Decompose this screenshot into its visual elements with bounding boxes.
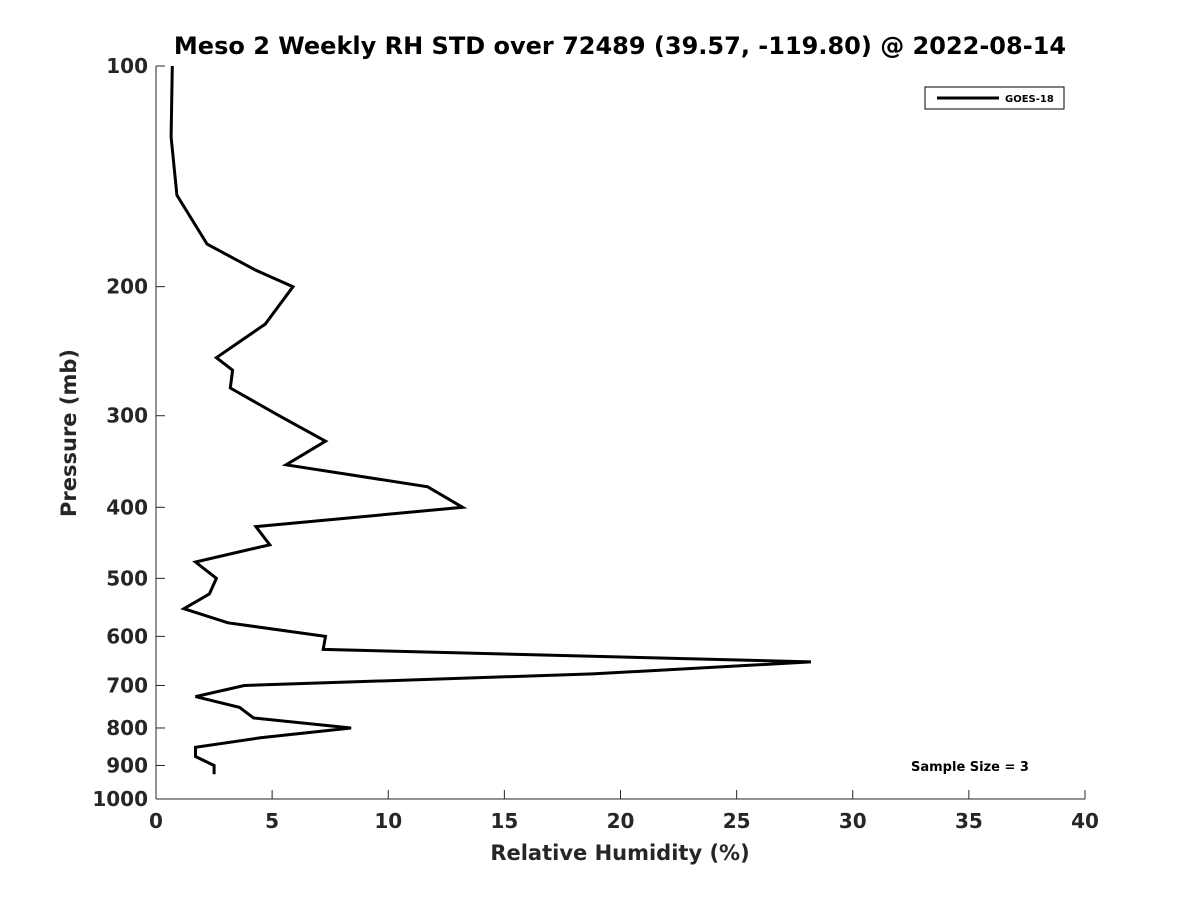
y-tick-label: 100 xyxy=(106,54,148,78)
y-tick-label: 200 xyxy=(106,275,148,299)
x-tick-label: 25 xyxy=(723,809,751,833)
y-tick-label: 600 xyxy=(106,624,148,648)
x-tick-label: 30 xyxy=(839,809,867,833)
x-axis-label: Relative Humidity (%) xyxy=(490,841,749,865)
y-tick-label: 500 xyxy=(106,566,148,590)
y-axis-label: Pressure (mb) xyxy=(57,349,81,517)
y-tick-label: 400 xyxy=(106,495,148,519)
x-tick-label: 35 xyxy=(955,809,983,833)
sample-size-annotation: Sample Size = 3 xyxy=(911,760,1029,775)
x-tick-label: 20 xyxy=(607,809,635,833)
x-axis-ticks: 0 5 10 15 20 25 30 35 40 xyxy=(149,790,1099,833)
y-tick-label: 300 xyxy=(106,404,148,428)
y-tick-label: 700 xyxy=(106,673,148,697)
x-tick-label: 15 xyxy=(490,809,518,833)
x-tick-label: 0 xyxy=(149,809,163,833)
y-axis-ticks: 100 200 300 400 500 600 700 800 900 1000 xyxy=(92,54,165,811)
y-tick-label: 800 xyxy=(106,716,148,740)
legend: GOES-18 xyxy=(924,86,1065,110)
x-tick-label: 10 xyxy=(374,809,402,833)
legend-label-goes-18: GOES-18 xyxy=(1005,94,1054,105)
plot-area xyxy=(156,66,1085,799)
y-tick-label: 900 xyxy=(106,753,148,777)
x-tick-label: 5 xyxy=(265,809,279,833)
x-tick-label: 40 xyxy=(1071,809,1099,833)
y-tick-label: 1000 xyxy=(92,787,148,811)
goes-18-series-line xyxy=(169,65,811,775)
chart-title: Meso 2 Weekly RH STD over 72489 (39.57, … xyxy=(174,32,1066,60)
